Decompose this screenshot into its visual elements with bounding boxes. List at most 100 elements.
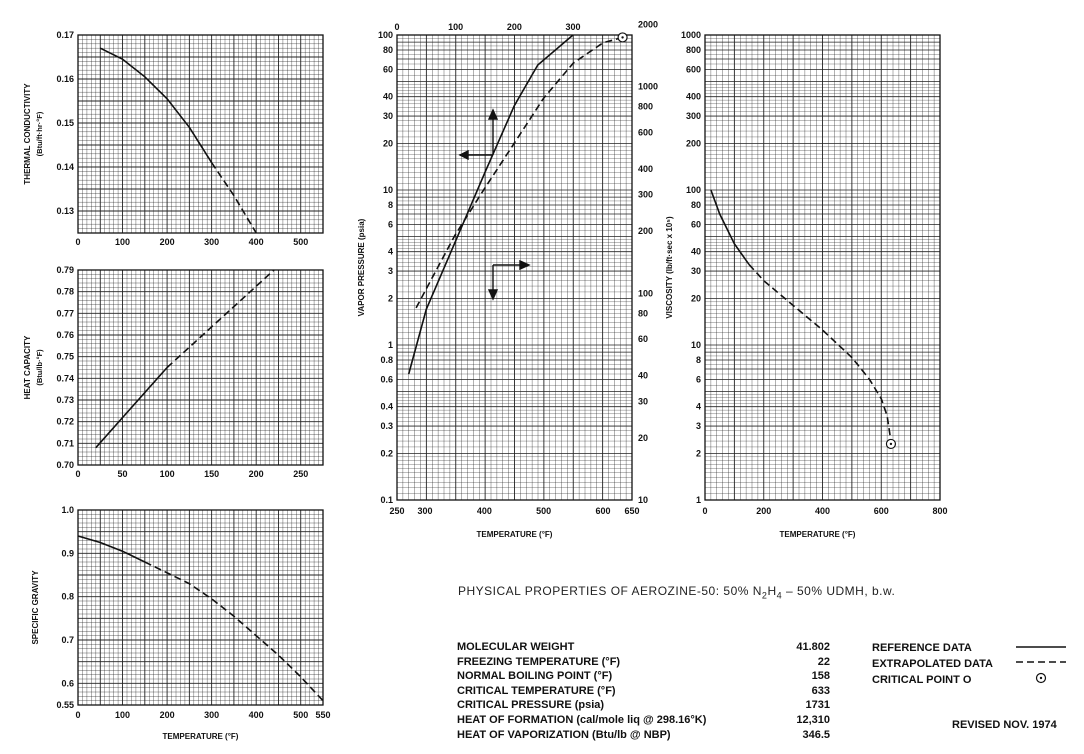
- y-tick-label: 8: [388, 200, 393, 210]
- y-axis-label: VISCOSITY (lb/ft·sec x 10⁵): [665, 216, 674, 319]
- y-tick-label: 0.79: [56, 265, 74, 275]
- x-tick-label: 200: [756, 506, 771, 516]
- series-line: [210, 162, 257, 234]
- figure-title: PHYSICAL PROPERTIES OF AEROZINE-50: 50% …: [458, 584, 895, 600]
- property-label: NORMAL BOILING POINT (°F): [457, 670, 613, 683]
- critical-point-dot: [621, 36, 624, 39]
- property-label: HEAT OF FORMATION (cal/mole liq @ 298.16…: [457, 713, 707, 726]
- property-label: FREEZING TEMPERATURE (°F): [457, 655, 621, 668]
- y-tick-label: 1000: [681, 30, 701, 40]
- series-line: [95, 366, 168, 449]
- series-line: [166, 269, 275, 369]
- arrow-down-head: [487, 289, 499, 301]
- bottom-x-tick-label: 400: [477, 506, 492, 516]
- top-x-tick-label: 100: [448, 22, 463, 32]
- y-tick-label: 0.2: [380, 448, 393, 458]
- y-tick-label: 40: [691, 247, 701, 257]
- y-tick-label: 40: [383, 92, 393, 102]
- revised-note: REVISED NOV. 1974: [952, 719, 1057, 731]
- legend: REFERENCE DATA EXTRAPOLATED DATA CRITICA…: [872, 640, 993, 688]
- y-tick-label: 0.78: [56, 287, 74, 297]
- y-tick-label: 200: [686, 138, 701, 148]
- y-tick-label: 1.0: [61, 505, 74, 515]
- series-line: [144, 561, 324, 702]
- bottom-x-tick-label: 300: [417, 506, 432, 516]
- y-tick-label: 60: [691, 219, 701, 229]
- title-sub2: 4: [776, 590, 783, 601]
- bottom-x-tick-label: 250: [389, 506, 404, 516]
- right-y-tick-label: 200: [638, 226, 653, 236]
- y-tick-label: 2: [388, 293, 393, 303]
- x-tick-label: 200: [160, 237, 175, 247]
- x-tick-label: 0: [702, 506, 707, 516]
- right-y-tick-label: 40: [638, 371, 648, 381]
- y-tick-label: 0.71: [56, 438, 74, 448]
- bottom-x-tick-label: 600: [595, 506, 610, 516]
- chart-viscosity: 0 200 400 600 800 1 2 3 4 6 8 10 20 30 40 60 80 100 200 300…: [665, 30, 948, 539]
- y-tick-label: 0.7: [61, 635, 74, 645]
- y-tick-label: 0.6: [380, 374, 393, 384]
- y-tick-label: 4: [696, 402, 701, 412]
- x-tick-label: 50: [118, 469, 128, 479]
- y-axis-label: HEAT CAPACITY: [23, 335, 32, 399]
- chart-specific-gravity: 0 100 200 300 400 500 550 0.55 0.6 0.7 0.8 0.9 1.0 SP…: [31, 505, 331, 741]
- y-tick-label: 0.13: [56, 206, 74, 216]
- y-tick-label: 4: [388, 247, 393, 257]
- x-tick-label: 0: [75, 469, 80, 479]
- right-y-tick-label: 1000: [638, 82, 658, 92]
- right-y-tick-label: 2000: [638, 19, 658, 29]
- property-value: 633: [811, 684, 830, 697]
- property-value: 22: [817, 655, 830, 668]
- property-value: 158: [811, 670, 830, 683]
- property-row: CRITICAL PRESSURE (psia) 1731: [457, 698, 830, 713]
- y-tick-label: 1: [696, 495, 701, 505]
- x-tick-label: 250: [293, 469, 308, 479]
- x-axis-label: TEMPERATURE (°F): [780, 530, 856, 539]
- y-tick-label: 10: [383, 185, 393, 195]
- chart-thermal-conductivity: 0 100 200 300 400 500 0.13 0.14 0.15 0.16 0.17 THER…: [23, 30, 324, 247]
- y-tick-label: 0.77: [56, 308, 74, 318]
- property-label: MOLECULAR WEIGHT: [457, 641, 575, 653]
- right-y-tick-label: 100: [638, 288, 653, 298]
- y-tick-label: 300: [686, 111, 701, 121]
- y-tick-label: 0.73: [56, 395, 74, 405]
- x-tick-label: 200: [160, 710, 175, 720]
- property-label: CRITICAL PRESSURE (psia): [457, 699, 605, 712]
- legend-reference-label: REFERENCE DATA: [872, 642, 972, 654]
- y-tick-label: 0.15: [56, 118, 74, 128]
- x-tick-label: 200: [249, 469, 264, 479]
- bottom-x-tick-label: 650: [624, 506, 639, 516]
- x-tick-label: 400: [815, 506, 830, 516]
- properties-table: MOLECULAR WEIGHT 41.802 FREEZING TEMPERATU…: [457, 640, 830, 742]
- y-tick-label: 0.17: [56, 30, 74, 40]
- y-tick-label: 0.8: [380, 355, 393, 365]
- y-tick-label: 0.14: [56, 162, 74, 172]
- x-tick-label: 150: [204, 469, 219, 479]
- x-tick-label: 100: [160, 469, 175, 479]
- title-mid: H: [767, 584, 777, 598]
- x-axis-label: TEMPERATURE (°F): [477, 530, 553, 539]
- x-tick-label: 800: [932, 506, 947, 516]
- y-tick-label: 0.4: [380, 402, 393, 412]
- y-tick-label: 80: [383, 45, 393, 55]
- y-axis-unit: (Btu/lb·°F): [35, 349, 44, 386]
- vapor-pressure-high-line: [415, 36, 623, 309]
- y-tick-label: 30: [383, 111, 393, 121]
- title-main: PHYSICAL PROPERTIES OF AEROZINE-50: 50% …: [458, 584, 762, 598]
- x-tick-label: 100: [115, 710, 130, 720]
- y-tick-label: 0.3: [380, 421, 393, 431]
- x-tick-label: 0: [75, 237, 80, 247]
- x-tick-label: 0: [75, 710, 80, 720]
- title-end: – 50% UDMH, b.w.: [782, 584, 896, 598]
- property-row: FREEZING TEMPERATURE (°F) 22: [457, 655, 830, 670]
- y-axis-unit: (Btu/ft·hr·°F): [35, 111, 44, 156]
- bottom-x-tick-label: 500: [536, 506, 551, 516]
- x-tick-label: 400: [249, 710, 264, 720]
- y-tick-label: 8: [696, 355, 701, 365]
- x-axis-label: TEMPERATURE (°F): [163, 732, 239, 741]
- y-tick-label: 1: [388, 340, 393, 350]
- y-tick-label: 2: [696, 448, 701, 458]
- y-tick-label: 800: [686, 45, 701, 55]
- y-tick-label: 100: [378, 30, 393, 40]
